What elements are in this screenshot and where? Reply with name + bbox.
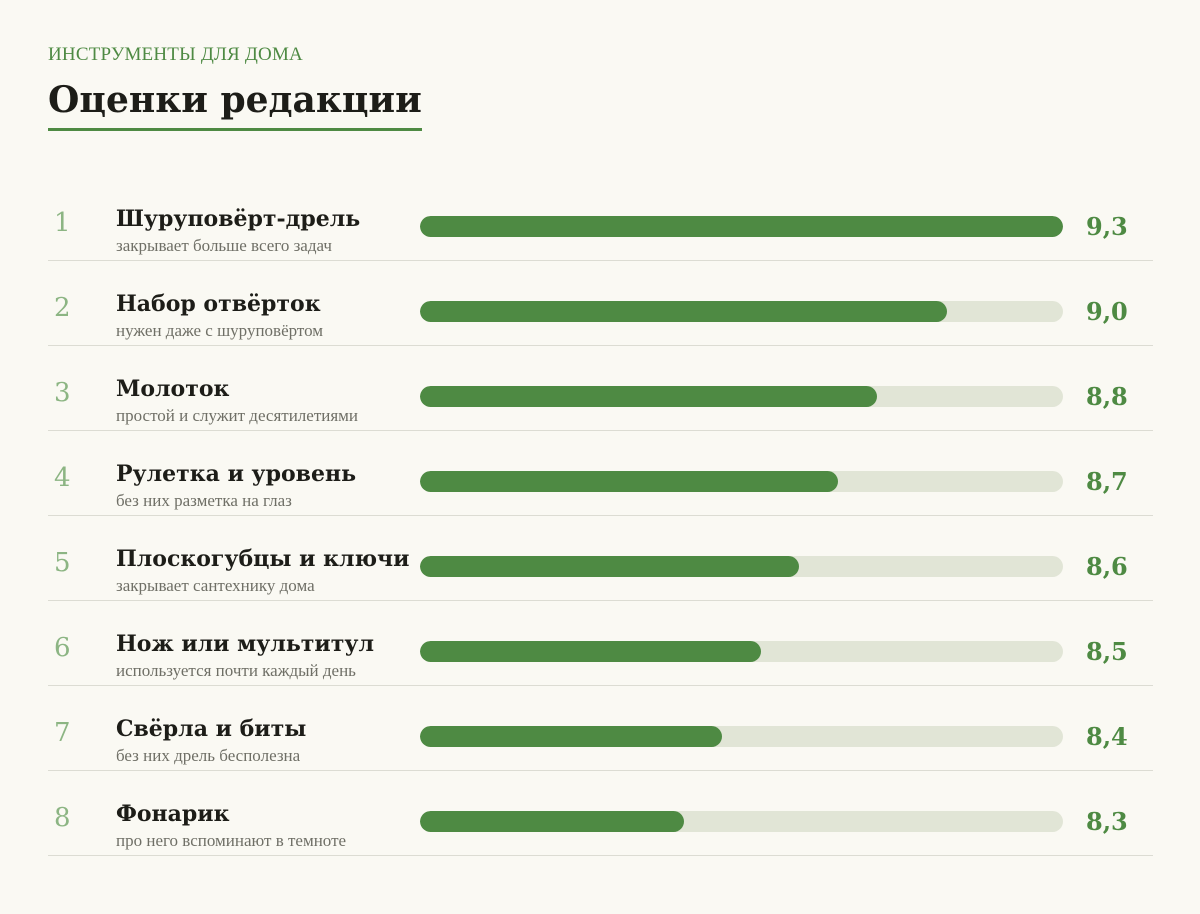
score-bar xyxy=(420,386,877,407)
tool-name: Шуруповёрт-дрель xyxy=(116,206,361,232)
score-bar xyxy=(420,471,838,492)
score-bar xyxy=(420,301,948,322)
bar-track xyxy=(420,386,1063,407)
rank-number: 3 xyxy=(54,378,71,408)
bar-track xyxy=(420,726,1063,747)
tool-note: используется почти каждый день xyxy=(116,661,356,680)
tool-name: Молоток xyxy=(116,376,230,402)
tool-name: Фонарик xyxy=(116,801,230,827)
bar-track xyxy=(420,811,1063,832)
score-label: 8,4 xyxy=(1086,722,1128,751)
rank-number: 5 xyxy=(54,548,71,578)
ratings-chart: 1 Шуруповёрт-дрель закрывает больше всего … xyxy=(48,176,1153,856)
bar-track xyxy=(420,216,1063,237)
score-label: 8,3 xyxy=(1086,807,1128,836)
score-label: 8,8 xyxy=(1086,382,1128,411)
rating-row: 4 Рулетка и уровень без них разметка на гл… xyxy=(48,431,1153,516)
score-label: 9,0 xyxy=(1086,297,1128,326)
rank-number: 6 xyxy=(54,633,71,663)
score-bar xyxy=(420,216,1063,237)
rank-number: 2 xyxy=(54,293,71,323)
score-bar xyxy=(420,726,723,747)
tool-name: Рулетка и уровень xyxy=(116,461,357,487)
score-label: 8,5 xyxy=(1086,637,1128,666)
tool-note: закрывает больше всего задач xyxy=(116,236,332,255)
score-label: 8,7 xyxy=(1086,467,1128,496)
page-title: Оценки редакции xyxy=(48,78,422,131)
tool-note: без них разметка на глаз xyxy=(116,491,292,510)
tool-name: Нож или мультитул xyxy=(116,631,374,657)
rank-number: 7 xyxy=(54,718,71,748)
bar-track xyxy=(420,471,1063,492)
tool-note: закрывает сантехнику дома xyxy=(116,576,315,595)
score-bar xyxy=(420,641,761,662)
rank-number: 1 xyxy=(54,208,71,238)
tool-note: нужен даже с шуруповёртом xyxy=(116,321,324,340)
rating-row: 5 Плоскогубцы и ключи закрывает сантехнику… xyxy=(48,516,1153,601)
tool-note: простой и служит десятилетиями xyxy=(116,406,359,425)
score-label: 9,3 xyxy=(1086,212,1128,241)
tool-note: без них дрель бесполезна xyxy=(116,746,301,765)
rating-row: 2 Набор отвёрток нужен даже с шуруповёртом… xyxy=(48,261,1153,346)
tool-name: Свёрла и биты xyxy=(116,716,307,742)
rating-row: 1 Шуруповёрт-дрель закрывает больше всего … xyxy=(48,176,1153,261)
rating-row: 6 Нож или мультитул используется почти каж… xyxy=(48,601,1153,686)
tool-note: про него вспоминают в темноте xyxy=(116,831,347,850)
tool-name: Плоскогубцы и ключи xyxy=(116,546,410,572)
chart-header: ИНСТРУМЕНТЫ ДЛЯ ДОМА Оценки редакции xyxy=(48,44,422,131)
score-bar xyxy=(420,556,800,577)
score-label: 8,6 xyxy=(1086,552,1128,581)
rating-row: 8 Фонарик про него вспоминают в темноте 8,3 xyxy=(48,771,1153,856)
rating-row: 7 Свёрла и биты без них дрель бесполезна 8,… xyxy=(48,686,1153,771)
score-bar xyxy=(420,811,684,832)
section-kicker: ИНСТРУМЕНТЫ ДЛЯ ДОМА xyxy=(48,44,303,65)
tool-name: Набор отвёрток xyxy=(116,291,321,317)
rank-number: 4 xyxy=(54,463,71,493)
bar-track xyxy=(420,301,1063,322)
bar-track xyxy=(420,556,1063,577)
rank-number: 8 xyxy=(54,803,71,833)
rating-row: 3 Молоток простой и служит десятилетиями 8,… xyxy=(48,346,1153,431)
bar-track xyxy=(420,641,1063,662)
